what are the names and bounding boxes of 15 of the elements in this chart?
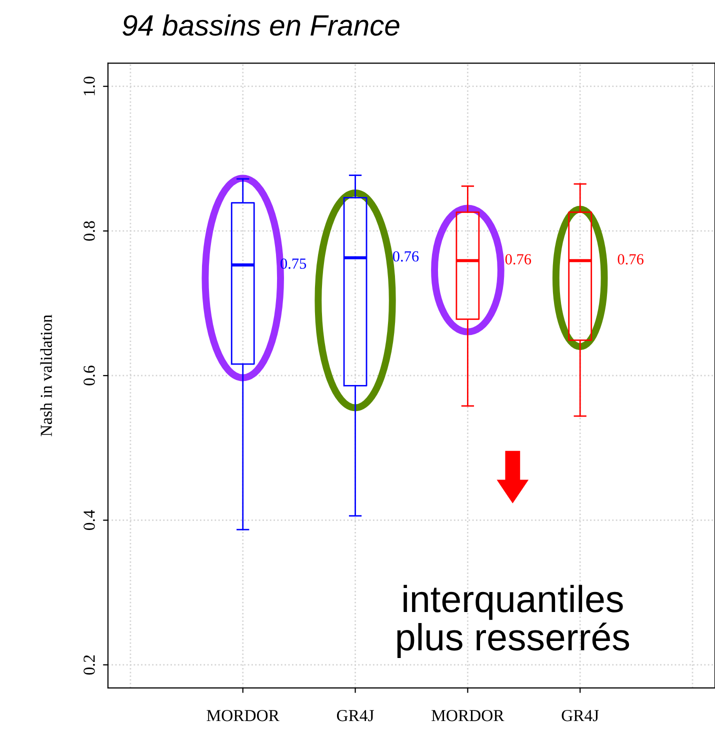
text: 0.76 [618, 254, 644, 265]
y-tick-label: 0.2 [84, 655, 95, 675]
x-tick-label: GR4J [336, 710, 374, 722]
y-tick-label: 0.6 [84, 366, 95, 386]
x-tick-label: GR4J [562, 710, 599, 722]
y-axis-title: Nash in validation [40, 314, 52, 436]
text: 0.76 [505, 254, 532, 265]
x-tick-label: MORDOR [432, 710, 504, 722]
y-tick-label: 0.8 [84, 221, 95, 241]
annotation: interquantiles plus resserrés [397, 584, 630, 658]
chart-title: 94 bassins en France [122, 14, 400, 36]
y-tick-label: 1.0 [84, 76, 95, 96]
x-tick-label: MORDOR [206, 710, 280, 722]
text: 0.76 [392, 251, 419, 262]
y-tick-label: 0.4 [84, 510, 95, 530]
